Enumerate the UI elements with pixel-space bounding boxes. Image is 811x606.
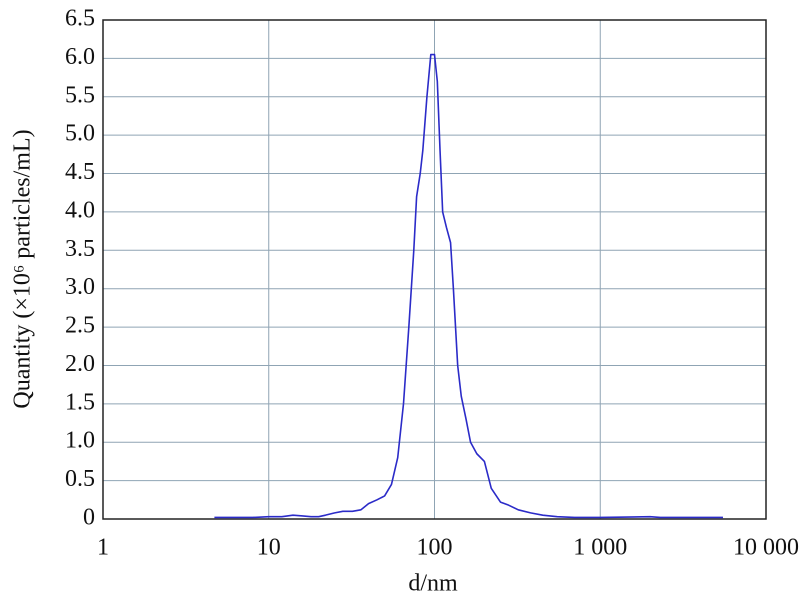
plot-frame	[102, 19, 767, 520]
y-tick-label: 1.0	[65, 428, 95, 454]
y-tick-label: 6.0	[65, 44, 95, 70]
data-line	[214, 53, 723, 519]
y-tick-label: 3.0	[65, 274, 95, 300]
x-tick-label: 1 000	[573, 535, 627, 561]
x-tick-label: 100	[417, 535, 453, 561]
x-tick-label: 10	[257, 535, 281, 561]
y-tick-label: 2.0	[65, 351, 95, 377]
y-axis-label: Quantity (×10⁶ particles/mL)	[10, 129, 36, 408]
y-tick-label: 4.5	[65, 159, 95, 185]
x-tick-label: 1	[97, 535, 109, 561]
y-tick-label: 0.5	[65, 466, 95, 492]
y-tick-label: 5.5	[65, 82, 95, 108]
x-axis-label: d/nm	[408, 571, 458, 597]
y-tick-label: 4.0	[65, 197, 95, 223]
y-tick-label: 0	[83, 505, 95, 531]
y-tick-label: 3.5	[65, 236, 95, 262]
y-tick-label: 2.5	[65, 313, 95, 339]
y-tick-label: 6.5	[65, 6, 95, 32]
y-tick-label: 5.0	[65, 121, 95, 147]
x-tick-label: 10 000	[733, 535, 799, 561]
y-tick-label: 1.5	[65, 389, 95, 415]
